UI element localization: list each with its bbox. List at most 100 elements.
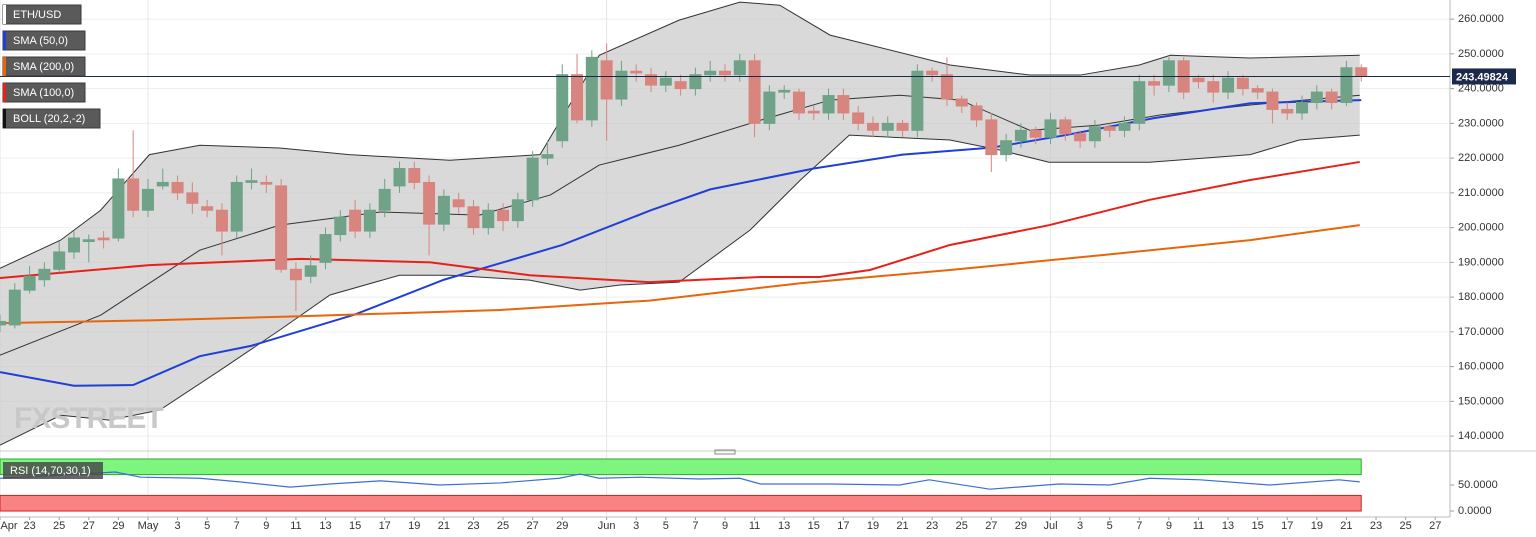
x-tick-label: 17 xyxy=(837,520,849,532)
candle-body xyxy=(334,216,347,236)
candle-body xyxy=(674,81,687,90)
candle-body xyxy=(704,70,717,76)
candle-body xyxy=(156,181,169,187)
y-tick-label: 240.0000 xyxy=(1458,83,1504,95)
x-tick-label: 25 xyxy=(497,520,509,532)
x-tick-label: 5 xyxy=(663,520,669,532)
x-tick-label: 7 xyxy=(234,520,240,532)
candle-body xyxy=(807,110,820,114)
candle-body xyxy=(748,60,761,124)
candle-body xyxy=(423,181,436,225)
y-tick-label: 190.0000 xyxy=(1458,256,1504,268)
y-tick-label: 180.0000 xyxy=(1458,291,1504,303)
candle-body xyxy=(1074,133,1087,142)
candle-body xyxy=(881,122,894,131)
candle-body xyxy=(556,74,569,142)
x-tick-label: 17 xyxy=(1281,520,1293,532)
candle-body xyxy=(349,209,362,232)
candle-body xyxy=(911,70,924,131)
candle-body xyxy=(452,199,465,208)
x-tick-label: 29 xyxy=(112,520,124,532)
candle-body xyxy=(792,91,805,114)
legend-text: BOLL (20,2,-2) xyxy=(13,113,85,125)
x-tick-label: 3 xyxy=(174,520,180,532)
pane-handle xyxy=(714,449,736,455)
candle-body xyxy=(215,209,228,232)
legend-swatch xyxy=(3,109,6,128)
candle-body xyxy=(733,60,746,76)
x-tick-label: 5 xyxy=(1107,520,1113,532)
candle-body xyxy=(304,265,317,277)
candle-body xyxy=(659,77,672,86)
x-tick-label: 27 xyxy=(985,520,997,532)
candle-body xyxy=(1281,108,1294,114)
candle-body xyxy=(260,181,273,185)
candle-body xyxy=(866,122,879,131)
candle-body xyxy=(245,180,258,183)
candle-body xyxy=(1192,77,1205,83)
x-tick-label: Jul xyxy=(1043,520,1057,532)
candle-body xyxy=(1148,81,1161,86)
candle-body xyxy=(822,95,835,114)
candle-body xyxy=(393,168,406,187)
candle-body xyxy=(763,91,776,124)
candle-body xyxy=(1133,81,1146,124)
y-tick-label: 220.0000 xyxy=(1458,152,1504,164)
x-tick-label: 27 xyxy=(527,520,539,532)
candle-body xyxy=(97,237,110,241)
candle-body xyxy=(955,98,968,107)
x-tick-label: 21 xyxy=(438,520,450,532)
legend-swatch xyxy=(3,57,6,76)
bollinger-layer xyxy=(0,1,1360,446)
candle-body xyxy=(571,74,584,121)
x-tick-label: 9 xyxy=(263,520,269,532)
x-tick-label: 21 xyxy=(896,520,908,532)
x-tick-label: 17 xyxy=(379,520,391,532)
candle-body xyxy=(363,209,376,232)
legend: ETH/USD SMA (50,0) SMA (200,0) SMA (100,0) B… xyxy=(2,4,101,129)
legend-swatch xyxy=(3,5,6,24)
candle-body xyxy=(896,122,909,131)
candle-body xyxy=(615,70,628,100)
x-tick-label: 9 xyxy=(722,520,728,532)
x-tick-label: 3 xyxy=(1077,520,1083,532)
candle-body xyxy=(940,74,953,100)
legend-text: ETH/USD xyxy=(13,9,61,21)
candle-body xyxy=(1236,77,1249,90)
y-tick-label: 170.0000 xyxy=(1458,326,1504,338)
candle-body xyxy=(497,209,510,222)
candle-body xyxy=(1207,81,1220,93)
candle-body xyxy=(289,268,302,281)
x-tick-label: 11 xyxy=(1193,520,1204,532)
candle-body xyxy=(600,60,613,100)
candle-body xyxy=(482,209,495,229)
x-tick-label: 7 xyxy=(692,520,698,532)
rsi-line xyxy=(0,471,1360,490)
candle-body xyxy=(67,237,80,253)
y-tick-label: 230.0000 xyxy=(1458,117,1504,129)
legend-swatch xyxy=(3,31,6,50)
candle-body xyxy=(1118,122,1131,131)
candle-body xyxy=(1222,77,1235,93)
candle-body xyxy=(319,234,332,263)
candle-body xyxy=(467,206,480,229)
candle-body xyxy=(1044,119,1057,138)
x-tick-label: 15 xyxy=(808,520,820,532)
bollinger-upper xyxy=(0,1,1360,269)
candle-body xyxy=(1310,91,1323,104)
candle-layer xyxy=(0,43,1368,332)
candle-body xyxy=(1059,119,1072,135)
candle-body xyxy=(689,74,702,90)
x-tick-label: Apr xyxy=(0,520,17,532)
candle-body xyxy=(82,239,95,243)
rsi-zone xyxy=(0,494,1362,512)
y-tick-label: 160.0000 xyxy=(1458,361,1504,373)
candle-body xyxy=(230,181,243,232)
candle-body xyxy=(1355,67,1368,77)
candle-body xyxy=(275,185,288,270)
rsi-y-tick-label: 0.0000 xyxy=(1458,505,1492,517)
candle-body xyxy=(585,56,598,121)
last-price-label: 243.49824 xyxy=(1456,71,1509,83)
